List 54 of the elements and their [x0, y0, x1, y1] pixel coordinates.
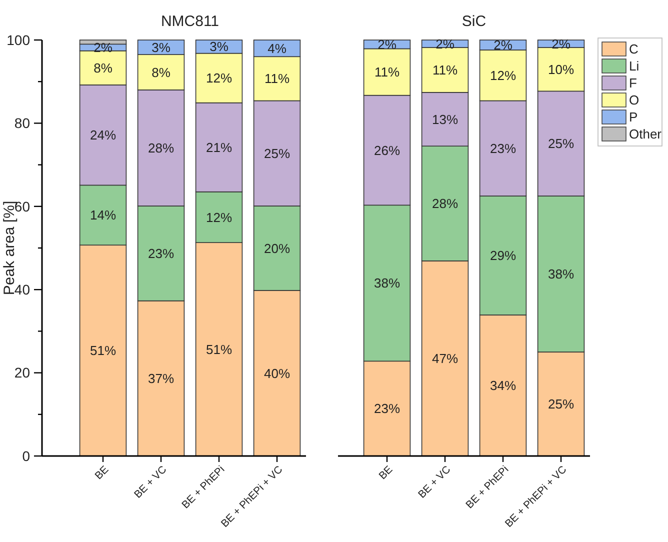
data-label: 34%	[490, 378, 516, 394]
data-label: 11%	[264, 71, 290, 86]
data-label: 28%	[432, 196, 458, 212]
y-tick-label: 0	[22, 448, 30, 464]
data-label: 8%	[94, 60, 113, 76]
data-label: 8%	[152, 64, 171, 80]
data-label: 29%	[490, 248, 516, 264]
y-tick-label: 60	[14, 198, 30, 214]
data-label: 28%	[148, 140, 174, 156]
x-tick-label: BE	[92, 464, 112, 482]
data-label: 25%	[548, 396, 574, 412]
x-tick-label: BE + VC	[416, 463, 454, 501]
data-label: 23%	[374, 401, 400, 416]
data-label: 3%	[152, 40, 171, 55]
x-tick-label: BE	[376, 464, 396, 482]
data-label: 47%	[432, 351, 458, 366]
data-label: 2%	[378, 36, 397, 52]
data-label: 51%	[206, 342, 232, 357]
y-tick-label: 80	[14, 115, 30, 132]
data-label: 10%	[548, 62, 574, 77]
data-label: 40%	[264, 366, 290, 381]
legend-label: F	[629, 76, 637, 91]
data-label: 11%	[374, 64, 400, 80]
data-label: 2%	[494, 38, 513, 53]
data-label: 24%	[90, 128, 116, 143]
data-label: 25%	[264, 146, 290, 161]
data-label: 25%	[548, 136, 574, 152]
data-label: 26%	[374, 142, 400, 158]
chart-title: SiC	[462, 13, 486, 30]
legend-label: Other	[629, 126, 662, 142]
data-label: 51%	[90, 343, 116, 358]
y-tick-label: 100	[6, 32, 30, 48]
data-label: 12%	[206, 70, 232, 86]
data-label: 21%	[206, 140, 232, 155]
data-label: 12%	[206, 210, 232, 225]
y-tick-label: 20	[14, 364, 30, 381]
data-label: 13%	[432, 112, 458, 127]
data-label: 38%	[374, 276, 400, 291]
data-label: 14%	[90, 208, 116, 223]
legend-label: O	[629, 92, 640, 108]
legend-label: P	[629, 110, 638, 125]
chart-title: NMC811	[160, 13, 220, 30]
data-label: 11%	[432, 62, 458, 78]
data-label: 4%	[268, 40, 287, 56]
data-label: 23%	[490, 140, 516, 156]
data-label: 20%	[264, 240, 290, 256]
legend-label: C	[629, 42, 638, 57]
data-label: 38%	[548, 266, 574, 282]
data-label: 37%	[148, 370, 174, 386]
data-label: 12%	[490, 68, 516, 83]
x-tick-label: BE + VC	[132, 463, 170, 501]
data-label: 3%	[210, 39, 229, 54]
data-label: 23%	[148, 246, 174, 261]
legend-label: Li	[629, 58, 640, 74]
